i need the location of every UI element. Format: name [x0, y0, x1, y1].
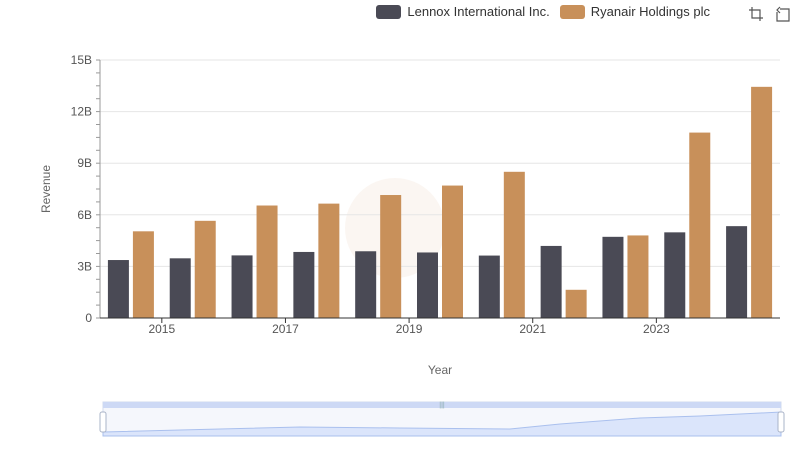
- bar-ryanair-2018[interactable]: [380, 195, 402, 318]
- x-tick-label: 2021: [519, 322, 546, 336]
- bar-lennox-2021[interactable]: [540, 245, 562, 318]
- legend-label-lennox: Lennox International Inc.: [407, 4, 550, 19]
- x-tick-label: 2023: [643, 322, 670, 336]
- restore-icon[interactable]: [774, 6, 790, 22]
- bar-ryanair-2024[interactable]: [751, 86, 773, 318]
- bar-ryanair-2020[interactable]: [503, 171, 525, 318]
- y-tick-label: 6B: [77, 208, 92, 222]
- legend-item-ryanair[interactable]: Ryanair Holdings plc: [559, 4, 710, 19]
- bar-ryanair-2019[interactable]: [442, 185, 463, 318]
- axes: 0 3B 6B 9B 12B 15B 2015 2017 2019 2021 2023: [71, 53, 780, 336]
- bar-lennox-2023[interactable]: [664, 232, 686, 318]
- bar-lennox-2019[interactable]: [417, 252, 438, 318]
- bar-ryanair-2021[interactable]: [565, 289, 587, 318]
- bar-lennox-2018[interactable]: [355, 251, 377, 318]
- bar-lennox-2015[interactable]: [169, 258, 191, 318]
- slider-handle-left[interactable]: [99, 411, 107, 433]
- bar-ryanair-2022[interactable]: [627, 235, 649, 318]
- data-zoom-slider[interactable]: |||: [99, 401, 785, 437]
- x-axis-label: Year: [428, 363, 452, 377]
- slider-handle-right[interactable]: [777, 411, 785, 433]
- bar-lennox-2016[interactable]: [231, 255, 253, 318]
- y-tick-label: 0: [85, 311, 92, 325]
- x-tick-label: 2015: [148, 322, 175, 336]
- bar-ryanair-2016[interactable]: [256, 205, 278, 318]
- legend-label-ryanair: Ryanair Holdings plc: [590, 4, 710, 19]
- slider-grip-icon: |||: [439, 402, 445, 409]
- x-tick-label: 2017: [272, 322, 299, 336]
- y-tick-label: 9B: [77, 156, 92, 170]
- y-tick-label: 12B: [71, 105, 92, 119]
- x-tick-label: 2019: [396, 322, 423, 336]
- slider-preview-area: [102, 411, 782, 437]
- bar-lennox-2020[interactable]: [478, 255, 500, 318]
- slider-selected-range: [103, 402, 781, 408]
- legend-swatch-ryanair: [559, 4, 585, 19]
- y-tick-label: 15B: [71, 53, 92, 67]
- legend-swatch-lennox: [376, 4, 402, 19]
- y-tick-label: 3B: [77, 259, 92, 273]
- y-axis-label: Revenue: [39, 165, 53, 213]
- bar-lennox-2014[interactable]: [107, 260, 129, 318]
- bar-ryanair-2014[interactable]: [132, 231, 154, 318]
- bar-ryanair-2023[interactable]: [689, 132, 711, 318]
- legend: Lennox International Inc. Ryanair Holdin…: [376, 4, 710, 19]
- toolbox: [748, 6, 790, 22]
- bar-ryanair-2017[interactable]: [318, 203, 340, 318]
- bar-lennox-2022[interactable]: [602, 236, 624, 318]
- zoom-icon[interactable]: [748, 6, 764, 22]
- legend-item-lennox[interactable]: Lennox International Inc.: [376, 4, 550, 19]
- bars: [107, 86, 773, 318]
- bar-ryanair-2015[interactable]: [194, 220, 216, 318]
- bar-lennox-2024[interactable]: [726, 226, 748, 318]
- bar-lennox-2017[interactable]: [293, 251, 315, 318]
